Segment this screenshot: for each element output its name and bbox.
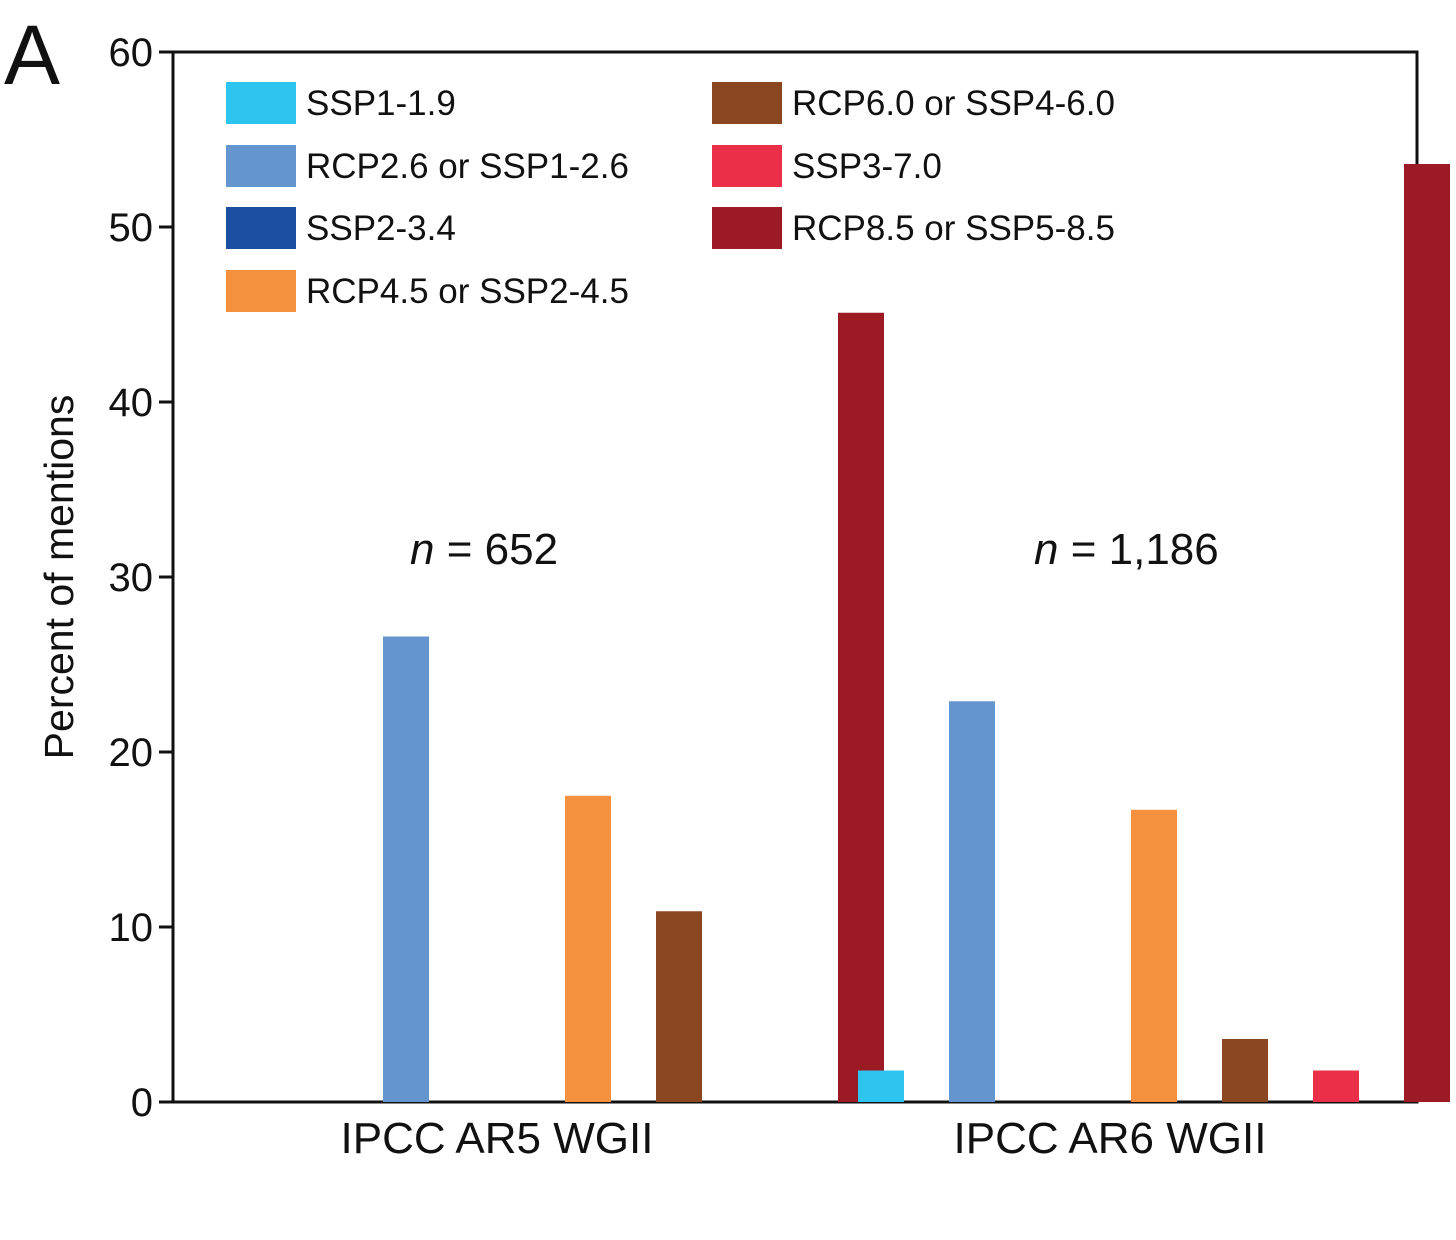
sample-size-value: = 1,186 bbox=[1058, 525, 1218, 574]
x-category-label: IPCC AR6 WGII bbox=[954, 1114, 1267, 1163]
y-tick-label: 10 bbox=[109, 906, 154, 950]
bars bbox=[383, 164, 1450, 1102]
legend-swatch bbox=[712, 82, 782, 124]
y-axis: 0 10 20 30 40 50 60 bbox=[109, 31, 173, 1125]
y-tick-label: 50 bbox=[109, 206, 154, 250]
bar-ipcc-ar5-wgii-rcp4-5-or-ssp2-4-5 bbox=[565, 795, 611, 1102]
panel-letter: A bbox=[4, 8, 60, 102]
y-tick-label: 60 bbox=[109, 31, 154, 75]
bar-ipcc-ar5-wgii-rcp8-5-or-ssp5-8-5 bbox=[838, 312, 884, 1102]
legend-swatch bbox=[226, 207, 296, 249]
legend-swatch bbox=[226, 270, 296, 312]
sample-size-value: = 652 bbox=[434, 525, 558, 574]
sample-size-annotation: n = 652 bbox=[410, 525, 558, 574]
y-axis-label: Percent of mentions bbox=[36, 395, 82, 760]
legend-swatch bbox=[712, 145, 782, 187]
legend-swatch bbox=[226, 82, 296, 124]
x-category-label: IPCC AR5 WGII bbox=[341, 1114, 654, 1163]
legend-label: RCP2.6 or SSP1-2.6 bbox=[306, 147, 629, 186]
y-tick-label: 30 bbox=[109, 556, 154, 600]
y-tick-label: 40 bbox=[109, 381, 154, 425]
legend-label: SSP3-7.0 bbox=[792, 147, 942, 186]
legend-label: RCP6.0 or SSP4-6.0 bbox=[792, 84, 1115, 123]
bar-ipcc-ar6-wgii-ssp3-7-0 bbox=[1313, 1070, 1359, 1102]
bar-ipcc-ar6-wgii-rcp6-0-or-ssp4-6-0 bbox=[1222, 1039, 1268, 1102]
bar-ipcc-ar5-wgii-rcp2-6-or-ssp1-2-6 bbox=[383, 636, 429, 1102]
y-tick-label: 20 bbox=[109, 731, 154, 775]
legend-label: SSP1-1.9 bbox=[306, 84, 456, 123]
legend-label: RCP4.5 or SSP2-4.5 bbox=[306, 272, 629, 311]
bar-ipcc-ar6-wgii-ssp1-1-9 bbox=[858, 1070, 904, 1102]
bar-ipcc-ar6-wgii-rcp8-5-or-ssp5-8-5 bbox=[1404, 164, 1450, 1102]
x-axis: IPCC AR5 WGII IPCC AR6 WGII bbox=[341, 1114, 1267, 1163]
sample-size-annotations: n = 652 n = 1,186 bbox=[410, 525, 1219, 574]
legend: SSP1-1.9 RCP2.6 or SSP1-2.6 SSP2-3.4 RCP4.5… bbox=[226, 82, 1115, 312]
sample-size-annotation: n = 1,186 bbox=[1034, 525, 1219, 574]
legend-swatch bbox=[712, 207, 782, 249]
bar-ipcc-ar6-wgii-rcp4-5-or-ssp2-4-5 bbox=[1131, 809, 1177, 1102]
bar-ipcc-ar6-wgii-rcp2-6-or-ssp1-2-6 bbox=[949, 701, 995, 1102]
legend-swatch bbox=[226, 145, 296, 187]
y-tick-label: 0 bbox=[131, 1081, 153, 1125]
sample-size-symbol: n bbox=[1034, 525, 1058, 574]
bar-ipcc-ar5-wgii-rcp6-0-or-ssp4-6-0 bbox=[656, 911, 702, 1102]
legend-label: RCP8.5 or SSP5-8.5 bbox=[792, 209, 1115, 248]
sample-size-symbol: n bbox=[410, 525, 434, 574]
legend-label: SSP2-3.4 bbox=[306, 209, 456, 248]
